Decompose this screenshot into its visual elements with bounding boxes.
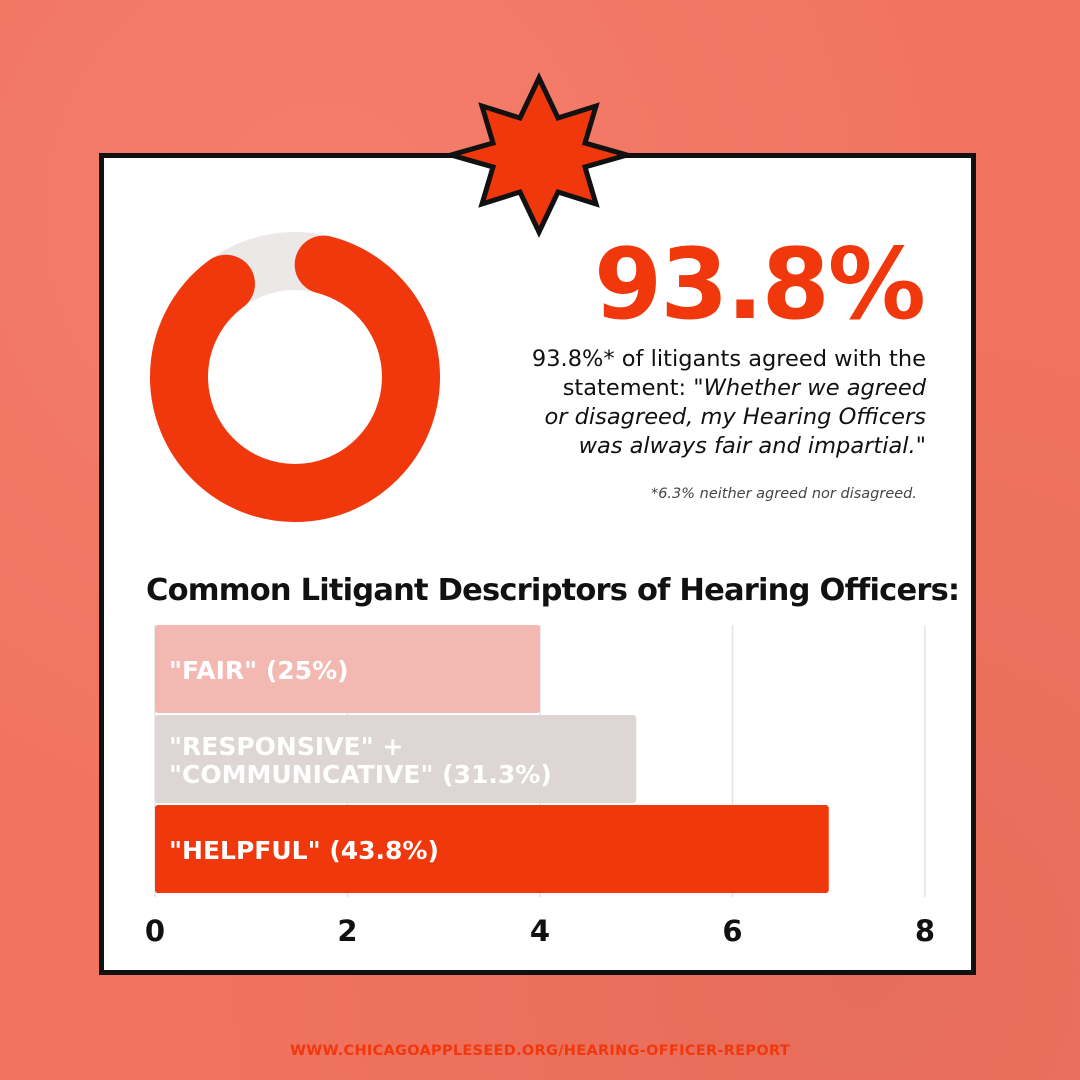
starburst-shape xyxy=(444,72,634,238)
footnote: *6.3% neither agreed nor disagreed. xyxy=(650,486,917,502)
bar-label: "HELPFUL" (43.8%) xyxy=(169,836,439,865)
bar-label: "FAIR" (25%) xyxy=(169,656,349,685)
x-tick-label: 4 xyxy=(530,914,550,948)
statement-text: 93.8%* of litigants agreed with the stat… xyxy=(456,345,926,461)
statement-quote-start: "Whether we agreed xyxy=(693,375,926,401)
statement-line-2: statement: "Whether we agreed xyxy=(456,374,926,403)
statement-line-4: was always fair and impartial." xyxy=(578,433,926,459)
bar-label: "RESPONSIVE" + xyxy=(169,732,403,761)
bar-chart: "FAIR" (25%) "RESPONSIVE" +"COMMUNICATIVE… xyxy=(145,625,935,948)
bar xyxy=(155,805,829,893)
bar-label: "COMMUNICATIVE" (31.3%) xyxy=(169,760,552,789)
statement-prefix: statement: xyxy=(562,375,694,401)
bar xyxy=(155,625,540,713)
x-tick-label: 2 xyxy=(337,914,357,948)
donut-value-arc xyxy=(150,232,440,522)
chart-title: Common Litigant Descriptors of Hearing O… xyxy=(146,573,960,608)
footer-url[interactable]: WWW.CHICAGOAPPLESEED.ORG/HEARING-OFFICER… xyxy=(290,1043,790,1059)
donut-chart xyxy=(150,232,440,522)
bar xyxy=(155,715,637,803)
x-tick-label: 0 xyxy=(145,914,165,948)
headline-percentage: 93.8% xyxy=(594,228,926,342)
statement-line-1: 93.8%* of litigants agreed with the xyxy=(531,346,926,372)
starburst-icon xyxy=(444,72,634,238)
x-tick-label: 6 xyxy=(722,914,742,948)
x-tick-label: 8 xyxy=(915,914,935,948)
statement-line-3: or disagreed, my Hearing Officers xyxy=(544,404,926,430)
